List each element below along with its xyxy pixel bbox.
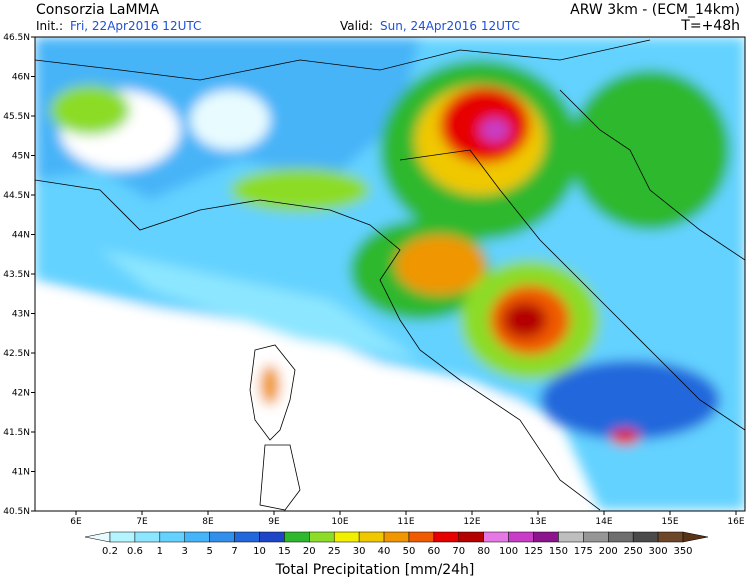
valid-time: Sun, 24Apr2016 12UTC bbox=[380, 19, 520, 33]
lat-label: 46N bbox=[12, 73, 30, 83]
lat-label: 46.5N bbox=[3, 33, 30, 43]
colorbar-swatch bbox=[234, 531, 260, 543]
colorbar-label: 150 bbox=[549, 546, 568, 557]
lon-label: 13E bbox=[529, 517, 546, 527]
colorbar-swatch bbox=[408, 531, 435, 543]
colorbar-swatch bbox=[632, 531, 659, 543]
lon-label: 10E bbox=[331, 517, 348, 527]
colorbar-label: 30 bbox=[353, 546, 366, 557]
colorbar-label: 70 bbox=[452, 546, 465, 557]
colorbar-swatch bbox=[109, 531, 136, 543]
lon-label: 8E bbox=[202, 517, 214, 527]
colorbar-swatch bbox=[608, 531, 634, 543]
colorbar-label: 10 bbox=[253, 546, 266, 557]
colorbar-swatch bbox=[433, 531, 460, 543]
colorbar-swatch bbox=[508, 531, 534, 543]
colorbar-swatch bbox=[358, 531, 385, 543]
colorbar-label: 80 bbox=[477, 546, 490, 557]
lat-label: 44.5N bbox=[3, 191, 30, 201]
colorbar-swatch bbox=[159, 531, 185, 543]
lat-label: 40.5N bbox=[3, 507, 30, 517]
colorbar-swatch bbox=[259, 531, 285, 543]
lon-label: 9E bbox=[268, 517, 280, 527]
colorbar-label: 15 bbox=[278, 546, 291, 557]
lon-label: 16E bbox=[727, 517, 744, 527]
colorbar-label: 200 bbox=[599, 546, 618, 557]
colorbar-swatch bbox=[483, 531, 509, 543]
lat-label: 41.5N bbox=[3, 428, 30, 438]
colorbar-swatch bbox=[533, 531, 559, 543]
colorbar-swatch bbox=[209, 531, 235, 543]
colorbar-label: 1 bbox=[157, 546, 163, 557]
init-label: Init.: bbox=[36, 19, 63, 33]
init-time: Fri, 22Apr2016 12UTC bbox=[70, 19, 201, 33]
colorbar-label: 100 bbox=[499, 546, 518, 557]
colorbar-label: 0.6 bbox=[127, 546, 143, 557]
colorbar-label: 25 bbox=[328, 546, 341, 557]
colorbar-swatch bbox=[284, 531, 310, 543]
colorbar-label: 125 bbox=[524, 546, 543, 557]
colorbar-swatch bbox=[558, 531, 584, 543]
lat-label: 43N bbox=[12, 310, 30, 320]
colorbar-swatch bbox=[309, 531, 335, 543]
colorbar-label: 3 bbox=[182, 546, 188, 557]
colorbar-arrow bbox=[682, 531, 709, 543]
colorbar-label: 250 bbox=[624, 546, 643, 557]
valid-label: Valid: bbox=[340, 19, 373, 33]
colorbar-swatch bbox=[383, 531, 410, 543]
colorbar-swatch bbox=[657, 531, 684, 543]
colorbar-swatch bbox=[134, 531, 161, 543]
colorbar-swatch bbox=[583, 531, 609, 543]
lat-label: 42.5N bbox=[3, 349, 30, 359]
colorbar-label: 0.2 bbox=[102, 546, 118, 557]
lat-label: 41N bbox=[12, 468, 30, 478]
lon-label: 11E bbox=[397, 517, 414, 527]
colorbar-swatch bbox=[184, 531, 210, 543]
colorbar-arrow bbox=[84, 531, 111, 543]
colorbar-label: 60 bbox=[428, 546, 441, 557]
model: ARW 3km - (ECM_14km) bbox=[570, 2, 740, 18]
lead-time: T=+48h bbox=[680, 18, 740, 34]
colorbar-label: 5 bbox=[206, 546, 212, 557]
colorbar-label: 175 bbox=[574, 546, 593, 557]
colorbar-label: 20 bbox=[303, 546, 316, 557]
lon-label: 12E bbox=[463, 517, 480, 527]
colorbar-title: Total Precipitation [mm/24h] bbox=[275, 562, 475, 578]
lat-label: 44N bbox=[12, 231, 30, 241]
lat-label: 43.5N bbox=[3, 270, 30, 280]
institution: Consorzia LaMMA bbox=[36, 2, 160, 18]
precip-field bbox=[35, 37, 745, 511]
lon-label: 7E bbox=[136, 517, 148, 527]
lat-label: 42N bbox=[12, 389, 30, 399]
colorbar-label: 350 bbox=[673, 546, 692, 557]
colorbar-swatch bbox=[333, 531, 360, 543]
lat-label: 45.5N bbox=[3, 112, 30, 122]
lon-label: 15E bbox=[661, 517, 678, 527]
colorbar-swatch bbox=[458, 531, 484, 543]
colorbar-label: 7 bbox=[231, 546, 237, 557]
lon-label: 6E bbox=[70, 517, 82, 527]
colorbar-label: 40 bbox=[378, 546, 391, 557]
lat-label: 45N bbox=[12, 152, 30, 162]
colorbar-label: 300 bbox=[649, 546, 668, 557]
lon-label: 14E bbox=[595, 517, 612, 527]
colorbar-label: 50 bbox=[403, 546, 416, 557]
